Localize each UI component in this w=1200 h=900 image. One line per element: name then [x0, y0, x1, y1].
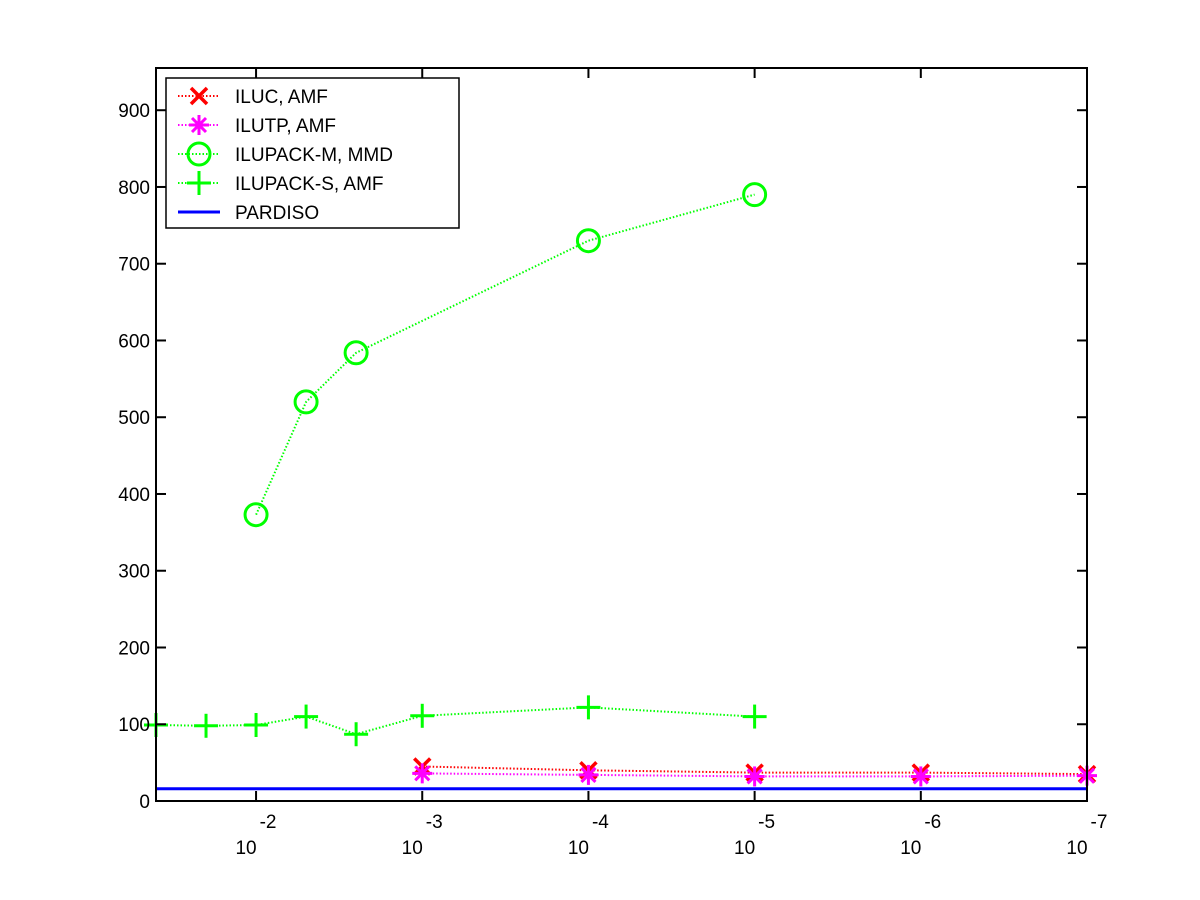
data-point-1-2: [744, 766, 765, 787]
x-tick-label-base: 10: [235, 838, 256, 859]
x-tick-label-exponent: -4: [592, 812, 609, 833]
series-2: [243, 182, 768, 528]
data-point-3-3: [294, 704, 319, 729]
x-tick-label-exponent: -2: [260, 812, 277, 833]
series-line-2: [255, 193, 755, 516]
data-point-2-1: [293, 389, 319, 415]
data-point-1-0: [412, 763, 433, 784]
data-point-1-1: [578, 764, 599, 785]
y-tick-label: 200: [118, 638, 150, 659]
legend: ILUC, AMF ILUTP, AMF ILUPACK-M, MMD ILUPACK…: [165, 77, 460, 229]
data-point-2-3: [575, 228, 601, 254]
x-tick-label-base: 10: [1066, 838, 1087, 859]
x-tick-label-exponent: -6: [924, 812, 941, 833]
legend-marker-0: [189, 86, 209, 106]
data-point-2-2: [343, 340, 369, 366]
series-1: [412, 763, 1097, 787]
series-line-0: [422, 765, 1088, 776]
y-tick-label: 800: [118, 178, 150, 199]
series-line-1: [422, 772, 1088, 778]
legend-label-1: ILUTP, AMF: [235, 116, 336, 137]
y-tick-label: 0: [139, 792, 150, 813]
legend-label-4: PARDISO: [235, 203, 319, 224]
series-line-3: [155, 706, 755, 736]
data-point-3-1: [194, 713, 219, 738]
data-point-1-3: [910, 766, 931, 787]
series-layer: [144, 182, 1097, 791]
legend-entry-0: ILUC, AMF: [178, 86, 328, 108]
data-point-3-5: [410, 703, 435, 728]
x-tick-label-base: 10: [900, 838, 921, 859]
x-tick-label-base: 10: [402, 838, 423, 859]
y-tick-label: 600: [118, 331, 150, 352]
legend-marker-2: [186, 141, 212, 167]
x-tick-label-exponent: -5: [758, 812, 775, 833]
data-point-3-4: [344, 722, 369, 747]
legend-box: [165, 77, 460, 229]
data-point-3-7: [742, 704, 767, 729]
data-point-2-0: [243, 502, 269, 528]
legend-entry-3: ILUPACK-S, AMF: [178, 171, 384, 195]
legend-entry-1: ILUTP, AMF: [178, 115, 336, 137]
plot-frame: [155, 67, 1088, 802]
y-tick-label: 500: [118, 408, 150, 429]
x-tick-label-exponent: -7: [1091, 812, 1108, 833]
y-tick-label: 100: [118, 715, 150, 736]
legend-label-2: ILUPACK-M, MMD: [235, 145, 393, 166]
data-point-2-4: [742, 182, 768, 208]
legend-entry-4: PARDISO: [178, 203, 319, 224]
x-tick-label-base: 10: [568, 838, 589, 859]
data-point-3-2: [244, 713, 269, 738]
axes-layer: 010020030040050060070080090010-210-310-4…: [118, 67, 1108, 859]
legend-marker-1: [189, 115, 209, 135]
legend-entry-2: ILUPACK-M, MMD: [178, 141, 393, 167]
x-tick-label-exponent: -3: [426, 812, 443, 833]
y-tick-label: 900: [118, 101, 150, 122]
series-3: [144, 695, 767, 747]
legend-label-3: ILUPACK-S, AMF: [235, 174, 384, 195]
y-tick-label: 400: [118, 485, 150, 506]
data-point-3-6: [576, 695, 601, 720]
legend-marker-3: [187, 171, 211, 195]
x-tick-label-base: 10: [734, 838, 755, 859]
y-tick-label: 700: [118, 255, 150, 276]
y-tick-label: 300: [118, 562, 150, 583]
legend-label-0: ILUC, AMF: [235, 87, 328, 108]
